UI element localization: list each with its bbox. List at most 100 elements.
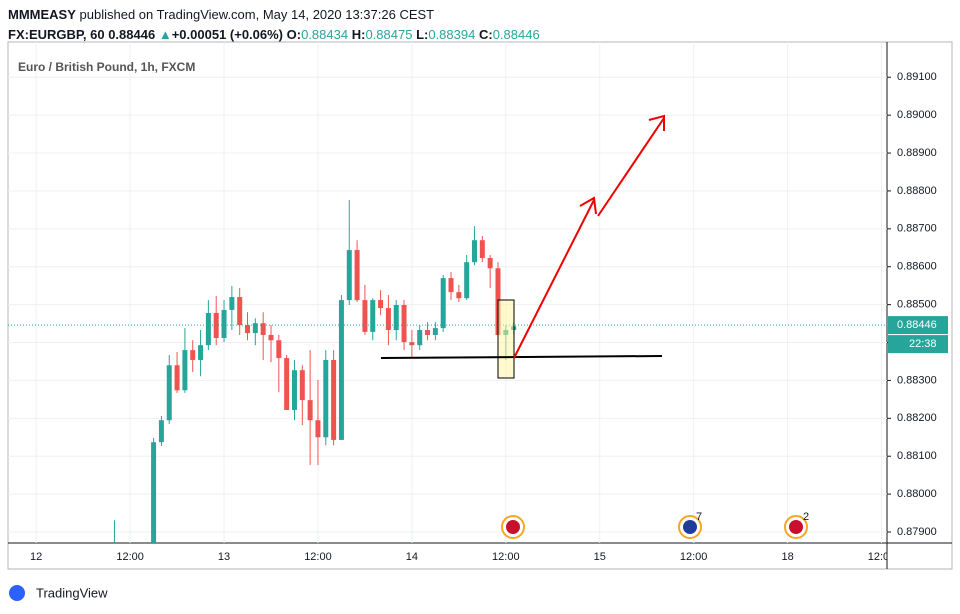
flag <box>506 520 520 534</box>
header: MMMEASY published on TradingView.com, Ma… <box>8 5 540 45</box>
event-count: 7 <box>696 511 702 523</box>
candle-body <box>378 300 384 309</box>
candle-body <box>370 300 376 332</box>
candle-body <box>346 250 352 301</box>
candle-body <box>166 365 172 421</box>
highlight-box <box>497 299 515 379</box>
y-tick-label: 0.88800 <box>897 185 937 197</box>
author: MMMEASY <box>8 7 76 22</box>
y-tick-label: 0.89100 <box>897 71 937 83</box>
y-tick-label: 0.88900 <box>897 147 937 159</box>
y-tick-label: 0.88000 <box>897 488 937 500</box>
last: 0.88446 <box>108 27 156 42</box>
candle-body <box>112 545 117 548</box>
y-tick-label: 0.88600 <box>897 261 937 273</box>
candle-body <box>401 305 407 343</box>
arrow-head <box>579 196 597 215</box>
arrow <box>513 199 595 359</box>
ohlc-value: 0.88475 <box>365 27 413 42</box>
candle-body <box>417 330 423 346</box>
candle-body <box>456 292 462 299</box>
candle-body <box>315 420 321 438</box>
flag <box>683 520 697 534</box>
arrow-head <box>648 114 665 131</box>
candle-body <box>409 342 415 346</box>
candle-body <box>354 250 360 301</box>
y-tick-label: 0.88700 <box>897 223 937 235</box>
x-tick-label: 15 <box>594 551 606 563</box>
y-tick-label: 0.88200 <box>897 412 937 424</box>
candle-body <box>338 300 344 440</box>
x-tick-label: 14 <box>406 551 418 563</box>
arrow <box>597 117 665 217</box>
candle-body <box>151 442 157 543</box>
candle-body <box>213 312 219 338</box>
candle-body <box>284 358 290 410</box>
frame <box>7 41 953 570</box>
candle-body <box>205 312 211 346</box>
y-tick-label: 0.89000 <box>897 109 937 121</box>
candle-body <box>464 262 470 299</box>
y-tick-label: 0.88100 <box>897 450 937 462</box>
x-tick-label: 12 <box>30 551 42 563</box>
candle-body <box>229 297 235 310</box>
ohlc-key: L: <box>416 27 429 42</box>
candle-body <box>190 350 196 360</box>
candle-body <box>323 359 329 438</box>
countdown-box <box>888 335 948 354</box>
x-tick-label: 12:00 <box>116 551 144 563</box>
candle-body <box>276 340 282 359</box>
x-tick-label: 18 <box>781 551 793 563</box>
candle-body <box>268 334 274 341</box>
candle-body <box>237 297 243 326</box>
candle-body <box>362 300 368 332</box>
candle-body <box>432 328 438 335</box>
event-count: 2 <box>803 511 809 523</box>
logo-icon <box>9 585 25 601</box>
x-tick-label: 12:00 <box>492 551 520 563</box>
candle-body <box>252 323 258 334</box>
support-line <box>380 355 663 359</box>
candle-body <box>291 370 297 410</box>
candle-body <box>299 370 305 401</box>
chart-title: Euro / British Pound, 1h, FXCM <box>18 60 195 74</box>
candle-body <box>393 305 399 331</box>
user-drawings: 7 2 <box>380 114 809 539</box>
candle-body <box>174 365 180 391</box>
candle-body <box>182 350 188 391</box>
symbol: FX:EURGBP, 60 <box>8 27 105 42</box>
candle-body <box>385 308 391 331</box>
last-price-label: 0.88446 <box>897 319 937 331</box>
candle-body <box>158 420 164 443</box>
publish-line: MMMEASY published on TradingView.com, Ma… <box>8 5 540 25</box>
x-tick-label: 13 <box>218 551 230 563</box>
candle-body <box>307 400 313 421</box>
quote-line: FX:EURGBP, 60 0.88446 ▲+0.00051 (+0.06%)… <box>8 25 540 45</box>
candle-body <box>487 258 493 269</box>
y-tick-label: 0.88300 <box>897 374 937 386</box>
ohlc-value: 0.88434 <box>301 27 349 42</box>
candle-body <box>479 240 485 259</box>
published: published on TradingView.com, May 14, 20… <box>79 7 435 22</box>
up-arrow: ▲ <box>158 27 172 42</box>
last-price-box <box>888 316 948 335</box>
candle-body <box>440 278 446 329</box>
candle-body <box>198 345 204 360</box>
candle-body <box>260 323 266 335</box>
ohlc-value: 0.88394 <box>428 27 476 42</box>
candle-body <box>425 330 431 335</box>
ohlc-key: C: <box>478 27 493 42</box>
brand: TradingView <box>36 585 108 600</box>
y-tick-label: 0.87900 <box>897 526 937 538</box>
candle-body <box>472 240 478 263</box>
ohlc-key: O: <box>286 27 302 42</box>
countdown: 22:38 <box>909 338 937 350</box>
candle-body <box>221 309 227 338</box>
ohlc-key: H: <box>351 27 366 42</box>
candle-body <box>245 325 251 334</box>
flag <box>789 520 803 534</box>
x-tick-label: 12:00 <box>868 551 896 563</box>
change: +0.00051 (+0.06%) <box>171 27 284 42</box>
